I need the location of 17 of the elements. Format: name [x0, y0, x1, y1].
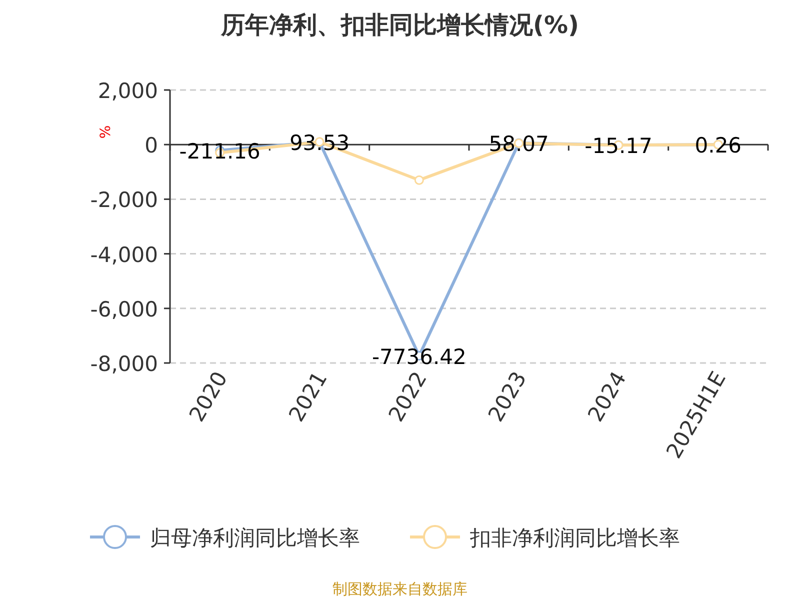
text: 制图数据来自数据库	[332, 580, 468, 598]
y-tick-label: -6,000	[90, 297, 158, 322]
legend-label: 扣非净利润同比增长率	[469, 526, 680, 550]
legend-label: 归母净利润同比增长率	[150, 526, 360, 550]
data-label: 93.53	[289, 131, 350, 156]
y-tick-label: -2,000	[90, 188, 158, 212]
data-label: -211.16	[179, 139, 260, 164]
data-label: -15.17	[584, 134, 652, 158]
y-axis-title: %	[98, 125, 114, 139]
data-label: 0.26	[694, 134, 742, 158]
y-tick-label: 2,000	[98, 79, 158, 103]
y-tick-label: 0	[144, 134, 158, 158]
chart-title: 历年净利、扣非同比增长情况(%)	[220, 11, 579, 39]
data-label: -7736.42	[372, 344, 466, 369]
y-tick-label: -4,000	[90, 242, 158, 267]
point	[414, 175, 424, 185]
y-tick-label: -8,000	[90, 352, 158, 376]
